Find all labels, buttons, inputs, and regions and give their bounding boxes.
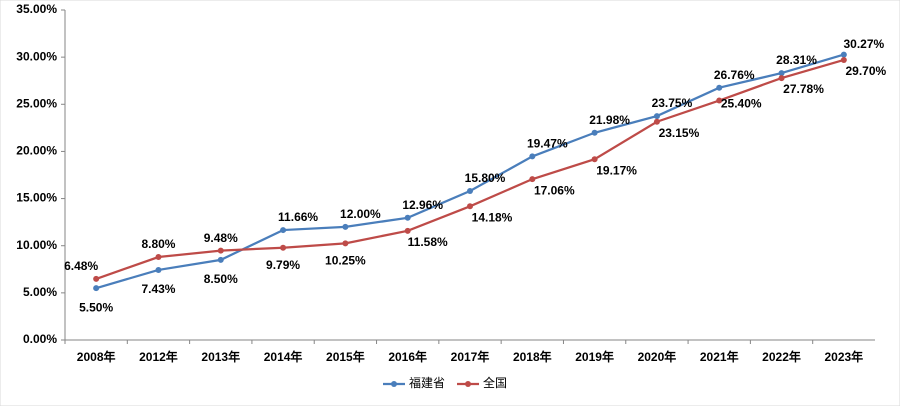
- data-label: 17.06%: [534, 183, 575, 197]
- data-label: 11.58%: [408, 235, 448, 249]
- data-label: 14.18%: [472, 210, 513, 224]
- x-tick-label: 2021年: [700, 349, 739, 364]
- data-point: [280, 227, 287, 234]
- y-tick-label: 35.00%: [16, 2, 57, 16]
- x-tick-label: 2012年: [139, 349, 178, 364]
- data-label: 26.76%: [714, 68, 755, 82]
- legend-marker: [391, 381, 397, 387]
- data-label: 7.43%: [141, 282, 175, 296]
- data-point: [467, 188, 473, 195]
- x-tick-label: 2018年: [513, 349, 552, 364]
- data-point: [93, 275, 100, 282]
- data-label: 8.80%: [141, 237, 175, 251]
- data-point: [529, 153, 536, 160]
- data-point: [653, 113, 660, 120]
- data-point: [217, 247, 224, 254]
- data-point: [404, 227, 411, 234]
- data-point: [217, 256, 224, 263]
- data-label: 23.75%: [652, 96, 693, 110]
- data-point: [716, 84, 723, 91]
- data-point: [591, 156, 598, 163]
- data-label: 10.25%: [325, 254, 366, 268]
- data-point: [840, 51, 847, 58]
- x-tick-label: 2020年: [638, 349, 677, 364]
- data-point: [155, 266, 162, 273]
- data-label: 19.17%: [596, 163, 637, 177]
- data-point: [404, 214, 411, 221]
- data-label: 21.98%: [589, 113, 630, 127]
- y-tick-label: 0.00%: [23, 332, 57, 346]
- data-point: [467, 203, 473, 210]
- data-label: 12.96%: [402, 198, 443, 212]
- data-point: [280, 244, 287, 251]
- x-tick-label: 2013年: [201, 349, 240, 364]
- data-point: [342, 240, 349, 247]
- data-label: 15.80%: [465, 171, 506, 185]
- data-label: 9.79%: [266, 258, 300, 272]
- data-label: 28.31%: [776, 53, 817, 67]
- data-point: [778, 75, 785, 82]
- data-label: 30.27%: [843, 37, 884, 51]
- data-label: 5.50%: [79, 300, 113, 314]
- legend-label: 全国: [483, 375, 507, 390]
- data-label: 12.00%: [340, 207, 381, 221]
- x-tick-label: 2017年: [451, 349, 490, 364]
- x-tick-label: 2015年: [326, 349, 365, 364]
- y-tick-label: 30.00%: [16, 49, 57, 63]
- data-point: [155, 254, 162, 261]
- data-point: [591, 129, 598, 136]
- y-tick-label: 10.00%: [16, 238, 57, 252]
- y-tick-label: 15.00%: [16, 191, 57, 205]
- x-tick-label: 2023年: [824, 349, 863, 364]
- y-tick-label: 5.00%: [23, 285, 57, 299]
- data-point: [342, 223, 349, 230]
- data-label: 23.15%: [659, 126, 700, 140]
- y-tick-label: 20.00%: [16, 144, 57, 158]
- data-point: [529, 176, 536, 183]
- data-label: 9.48%: [204, 231, 238, 245]
- data-point: [778, 70, 785, 77]
- data-point: [716, 97, 723, 104]
- data-label: 8.50%: [204, 272, 238, 286]
- data-point: [653, 118, 660, 125]
- data-label: 25.40%: [721, 97, 762, 111]
- y-tick-label: 25.00%: [16, 96, 57, 110]
- data-label: 6.48%: [64, 259, 98, 273]
- data-label: 19.47%: [527, 137, 568, 151]
- x-tick-label: 2022年: [762, 349, 801, 364]
- data-label: 29.70%: [845, 64, 886, 78]
- data-point: [93, 285, 100, 292]
- legend-marker: [465, 381, 472, 387]
- data-label: 27.78%: [783, 82, 824, 96]
- x-tick-label: 2019年: [575, 349, 614, 364]
- legend-label: 福建省: [409, 375, 445, 390]
- data-point: [840, 56, 847, 63]
- x-tick-label: 2014年: [264, 349, 303, 364]
- x-tick-label: 2016年: [388, 349, 427, 364]
- data-label: 11.66%: [278, 210, 318, 224]
- x-tick-label: 2008年: [77, 349, 116, 364]
